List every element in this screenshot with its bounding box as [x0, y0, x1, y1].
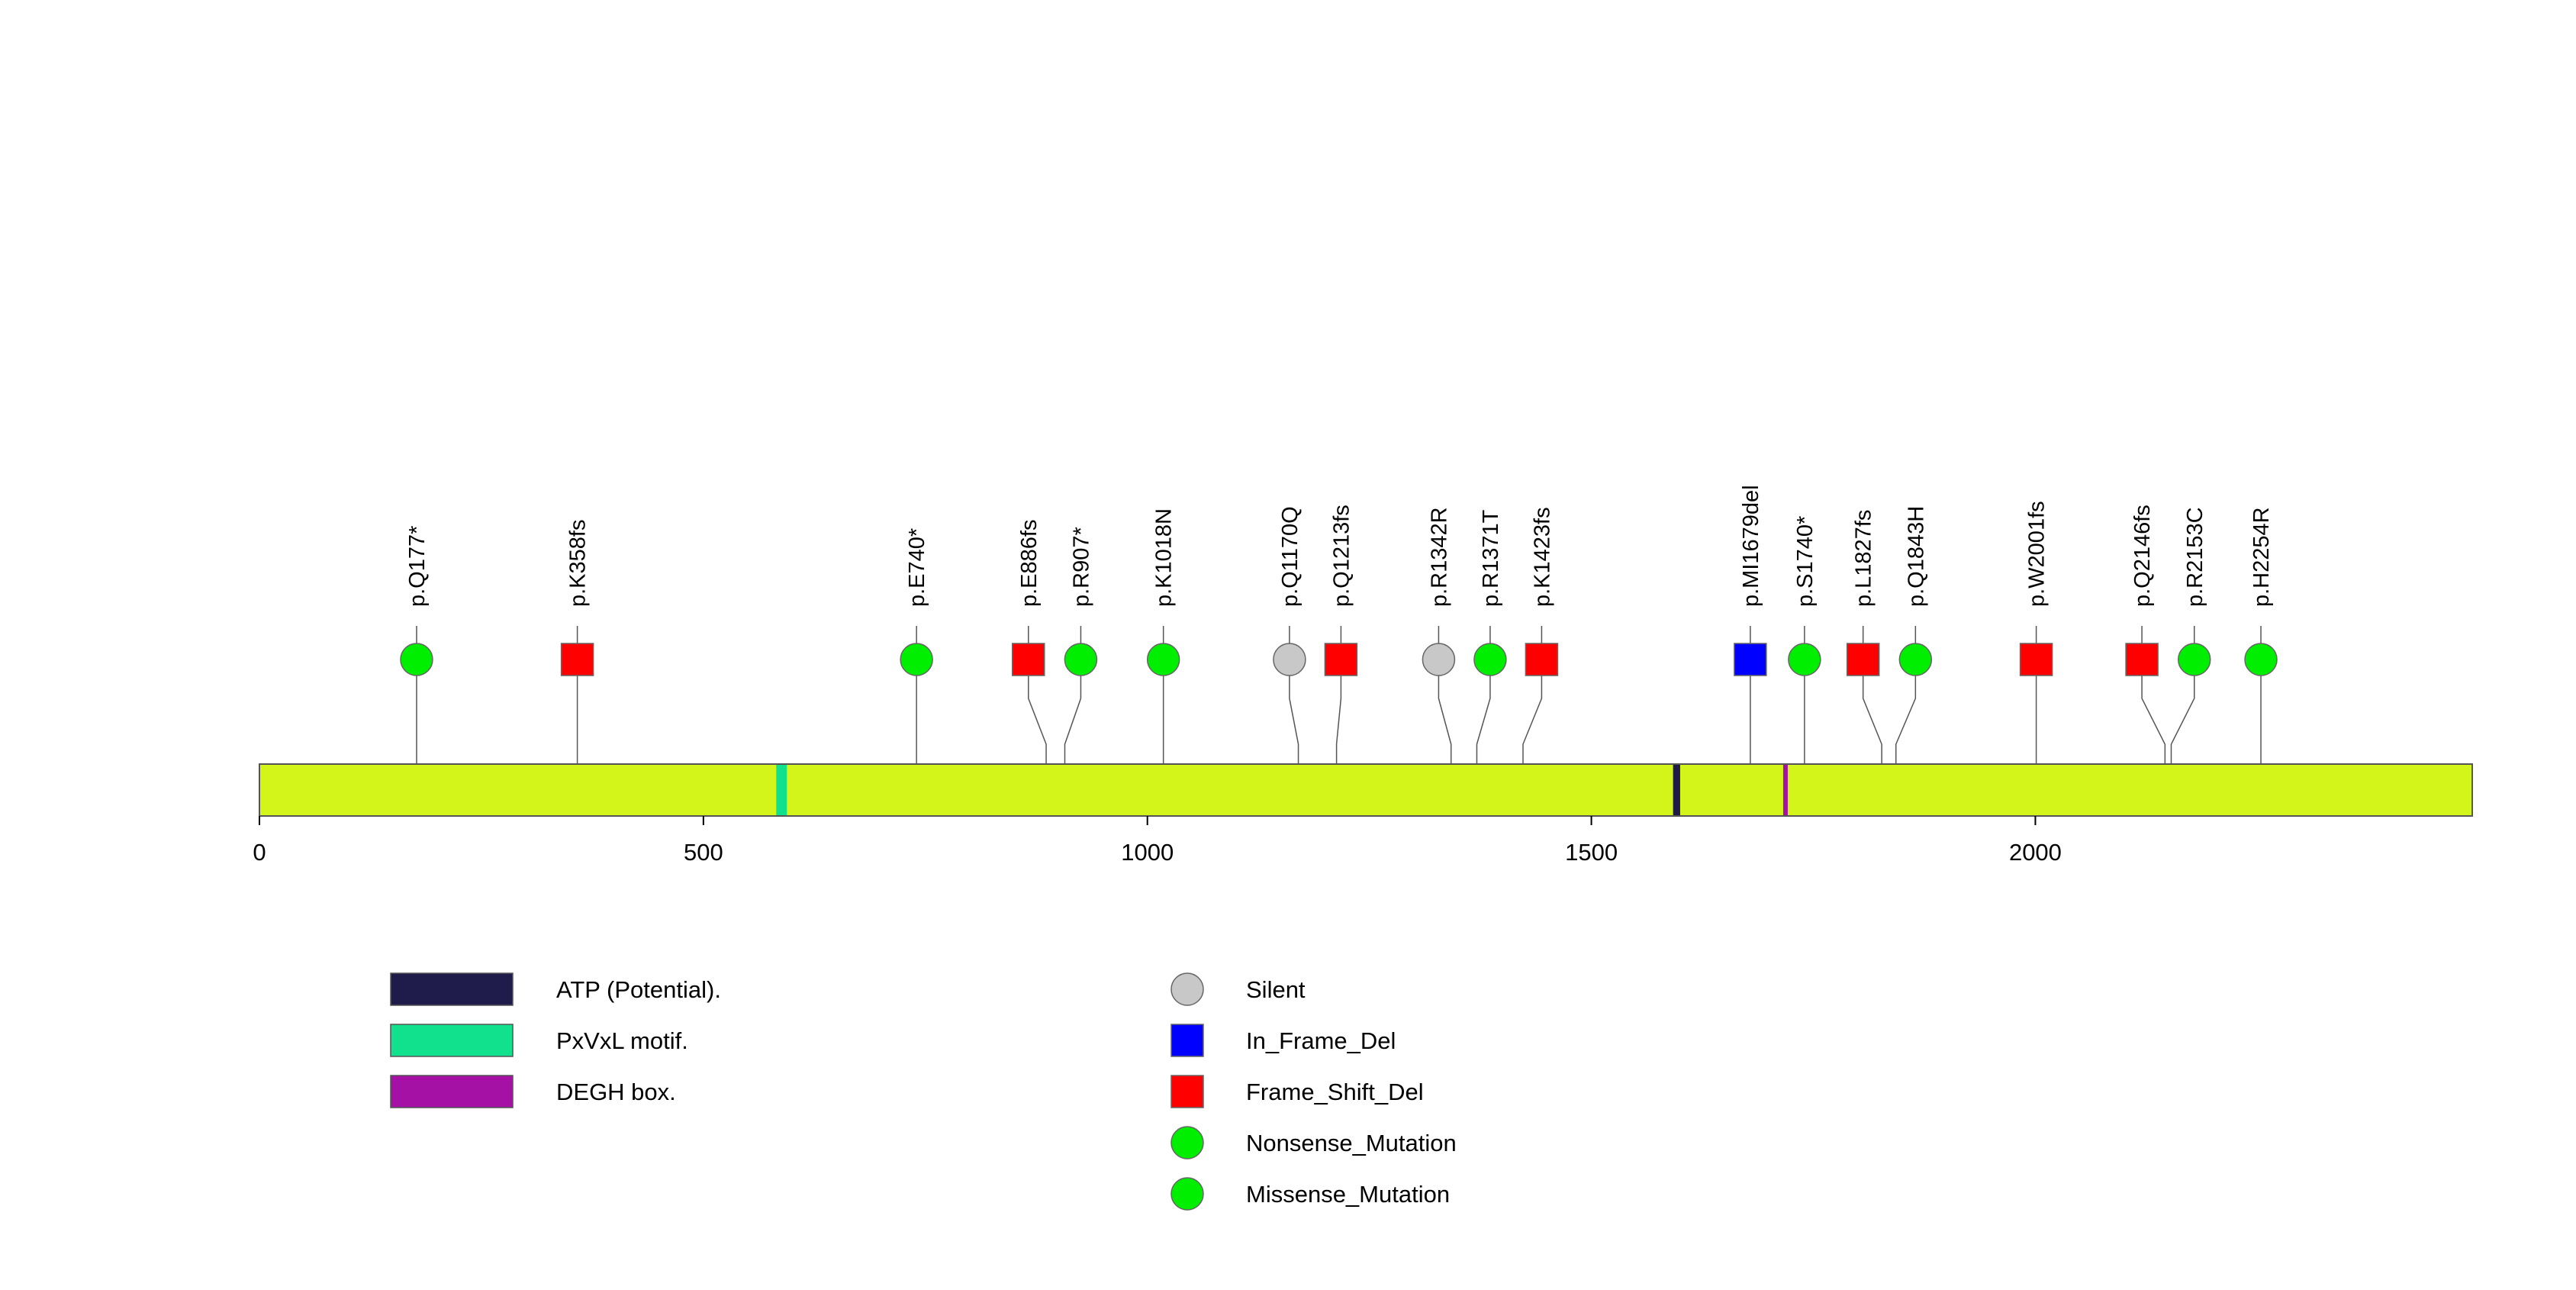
label-p-q2146fs: p.Q2146fs: [2130, 505, 2155, 607]
label-p-r1342r: p.R1342R: [1427, 507, 1451, 607]
marker-p-q1213fs: [1324, 643, 1358, 676]
label-p-k1018n: p.K1018N: [1152, 508, 1177, 607]
marker-p-q1843h: [1898, 643, 1933, 676]
marker-p-r1342r: [1422, 643, 1456, 676]
marker-p-r2153c: [2178, 643, 2211, 676]
x-tick-label: 1500: [1565, 839, 1618, 866]
legend-marker-missense-mutation: [1170, 1177, 1204, 1211]
label-p-q1170q: p.Q1170Q: [1278, 506, 1302, 607]
legend-label-pxvxl-motif: PxVxL motif.: [556, 1027, 688, 1054]
label-p-k1423fs: p.K1423fs: [1530, 507, 1554, 607]
label-p-r1371t: p.R1371T: [1479, 509, 1503, 607]
marker-p-q2146fs: [2125, 643, 2159, 676]
legend-domains: ATP (Potential). PxVxL motif. DEGH box.: [390, 972, 721, 1108]
label-p-k358fs: p.K358fs: [566, 520, 591, 607]
label-p-e886fs: p.E886fs: [1017, 520, 1042, 607]
domain-degh-box: [1782, 765, 1788, 815]
marker-p-l1827fs: [1846, 643, 1880, 676]
x-tick-label: 0: [253, 839, 266, 866]
legend-label-missense-mutation: Missense_Mutation: [1246, 1181, 1450, 1208]
label-p-h2254r: p.H2254R: [2249, 507, 2274, 607]
x-tick-label: 2000: [2009, 839, 2062, 866]
legend-mutations: Silent In_Frame_Del Frame_Shift_Del Nonsens…: [1170, 972, 1457, 1211]
legend-label-in-frame-del: In_Frame_Del: [1246, 1027, 1396, 1054]
label-p-q1213fs: p.Q1213fs: [1329, 505, 1354, 607]
legend-swatch-pxvxl-motif: [390, 1024, 514, 1057]
marker-p-w2001fs: [2019, 643, 2053, 676]
marker-p-e886fs: [1012, 643, 1045, 676]
legend-marker-in-frame-del: [1170, 1024, 1204, 1057]
label-p-r2153c: p.R2153C: [2183, 507, 2207, 607]
domains-layer: [776, 765, 1788, 815]
x-tick-label: 500: [684, 839, 723, 866]
label-p-e740: p.E740*: [905, 528, 929, 607]
marker-p-k358fs: [560, 643, 594, 676]
label-p-s1740: p.S1740*: [1793, 516, 1818, 607]
legend-marker-silent: [1170, 972, 1204, 1006]
marker-p-mi1679del: [1734, 643, 1767, 676]
domain-pxvxl-motif: [776, 765, 787, 815]
marker-p-q1170q: [1273, 643, 1306, 676]
label-p-r907: p.R907*: [1069, 527, 1093, 607]
marker-p-q177: [400, 643, 433, 676]
legend-swatch-degh-box: [390, 1075, 514, 1108]
legend-swatch-atp-potential: [390, 972, 514, 1006]
x-tick-label: 1000: [1121, 839, 1174, 866]
legend-label-degh-box: DEGH box.: [556, 1079, 676, 1105]
marker-p-e740: [900, 643, 933, 676]
label-p-q177: p.Q177*: [405, 526, 430, 607]
label-p-q1843h: p.Q1843H: [1904, 506, 1928, 607]
legend-label-nonsense-mutation: Nonsense_Mutation: [1246, 1130, 1457, 1156]
legend-marker-frame-shift-del: [1170, 1075, 1204, 1108]
marker-p-r907: [1064, 643, 1098, 676]
legend-marker-nonsense-mutation: [1170, 1126, 1204, 1159]
domain-atp-potential: [1673, 765, 1680, 815]
label-p-mi1679del: p.MI1679del: [1739, 485, 1763, 607]
legend-label-atp-potential: ATP (Potential).: [556, 976, 721, 1003]
marker-p-r1371t: [1473, 643, 1507, 676]
labels-layer: p.Q177* p.K358fs p.E740* p.E886fs p.R907* p.K…: [405, 485, 2274, 607]
marker-p-h2254r: [2244, 643, 2278, 676]
markers-layer: [400, 643, 2278, 676]
legend-label-silent: Silent: [1246, 976, 1306, 1003]
marker-p-k1423fs: [1525, 643, 1559, 676]
legend-label-frame-shift-del: Frame_Shift_Del: [1246, 1079, 1424, 1105]
marker-p-s1740: [1788, 643, 1821, 676]
protein-backbone: [259, 763, 2473, 817]
x-axis: 0 500 1000 1500 2000: [253, 816, 2062, 866]
label-p-w2001fs: p.W2001fs: [2025, 501, 2050, 607]
label-p-l1827fs: p.L1827fs: [1852, 510, 1876, 607]
marker-p-k1018n: [1146, 643, 1180, 676]
